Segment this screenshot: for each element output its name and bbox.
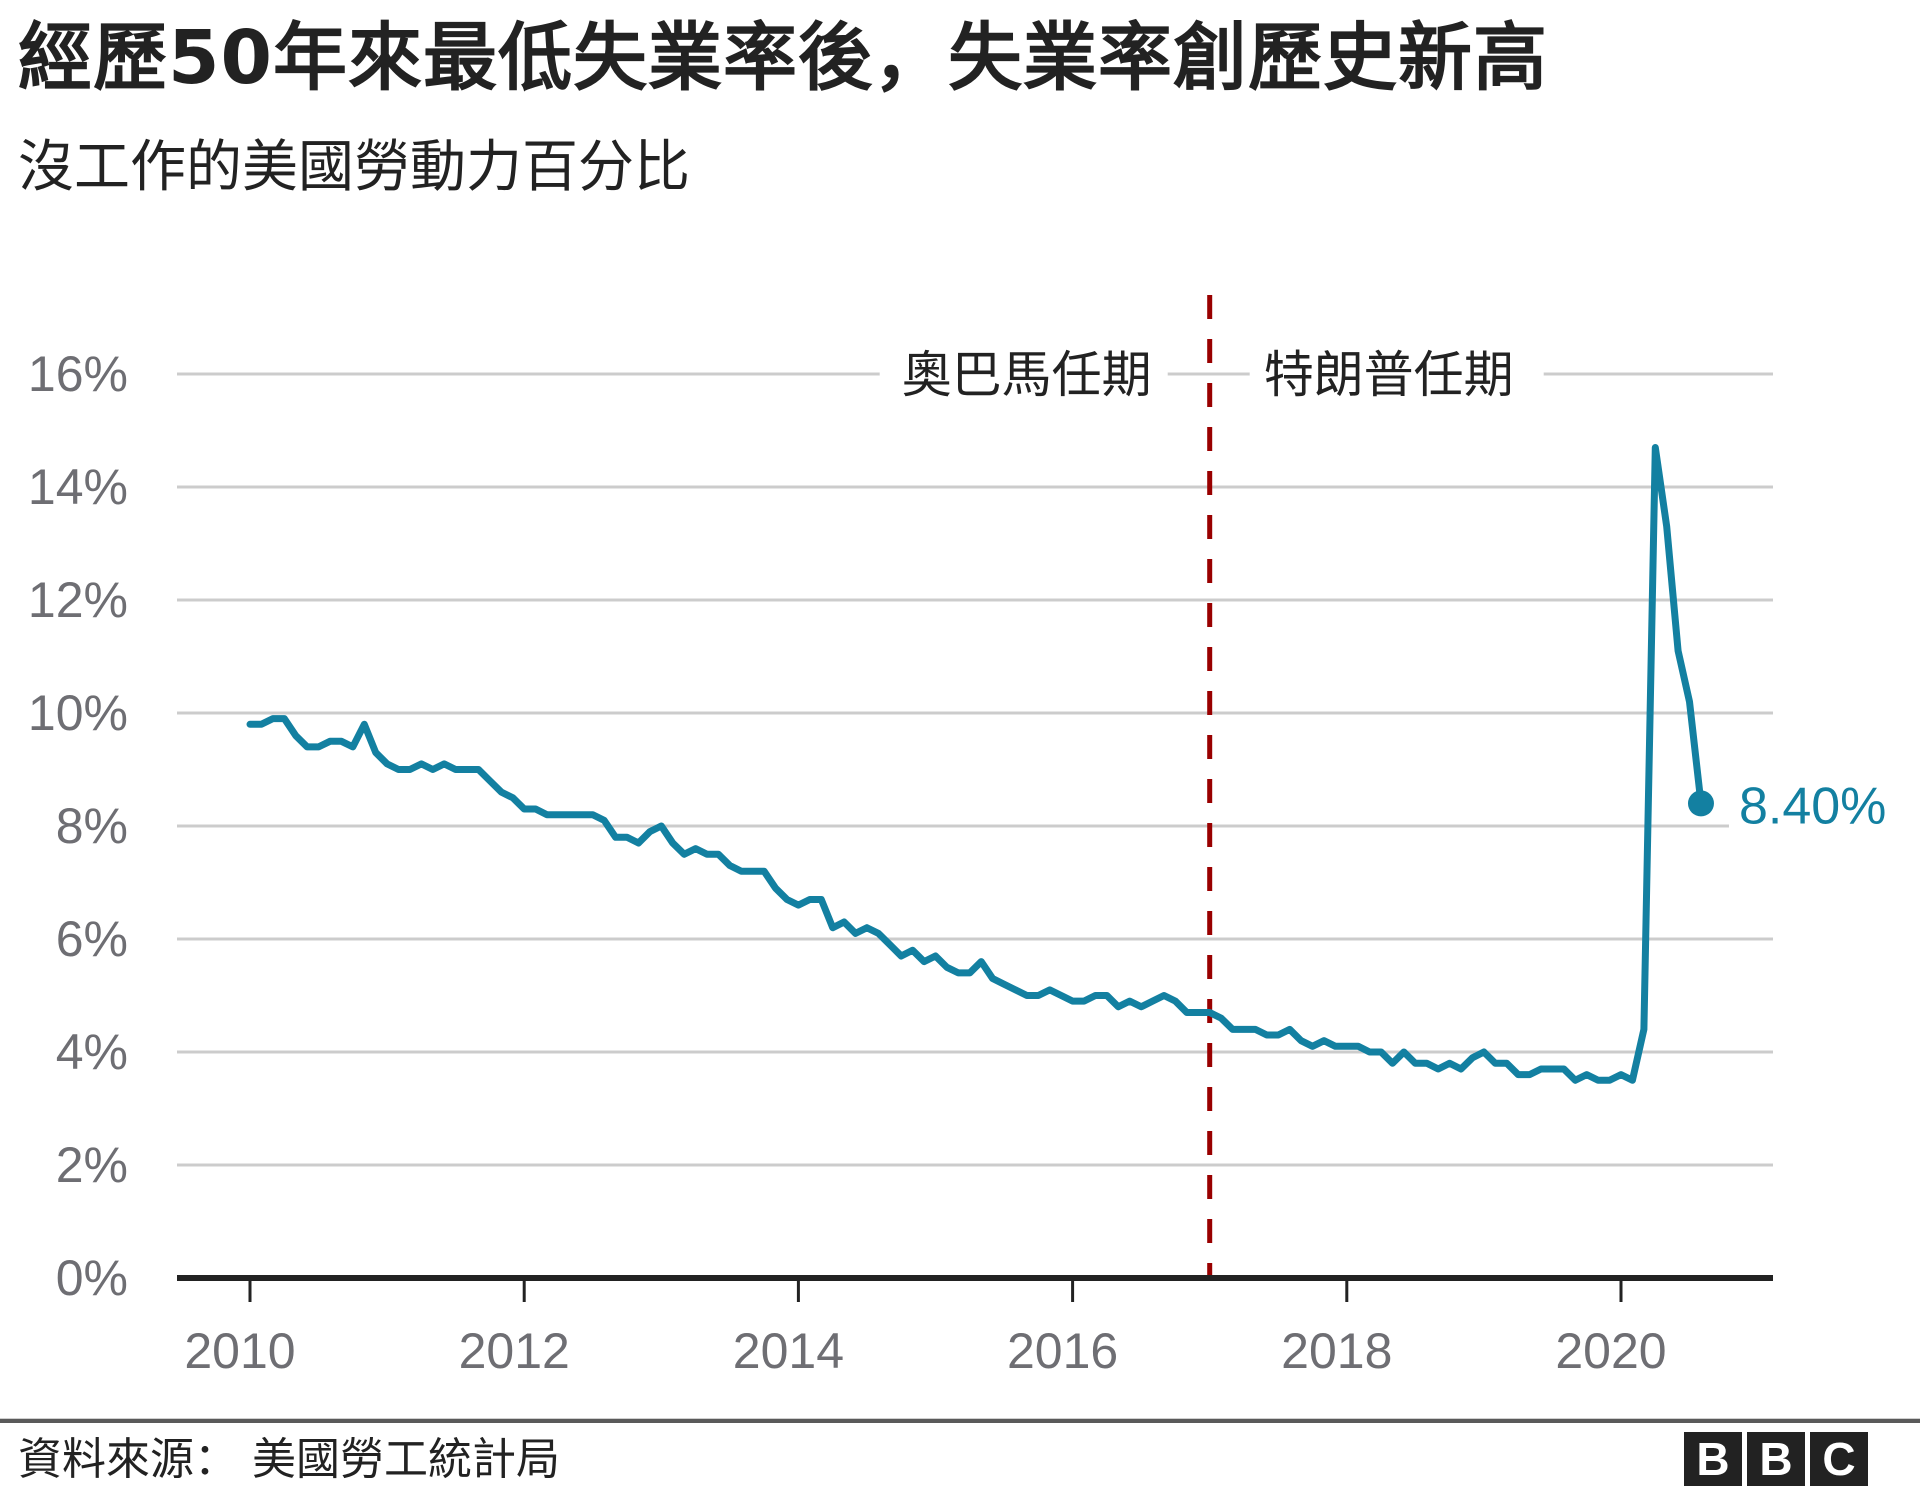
x-tick-label: 2012 (459, 1323, 570, 1379)
y-axis-labels: 0% 2% 4% 6% 8% 10% 12% 14% 16% (28, 346, 128, 1306)
bbc-logo-letter: B (1684, 1432, 1742, 1486)
source-note: 資料來源： 美國勞工統計局 (18, 1434, 560, 1485)
y-tick-label: 14% (28, 459, 128, 515)
x-tick-label: 2018 (1281, 1323, 1392, 1379)
bbc-logo-letter: B (1747, 1432, 1805, 1486)
y-tick-label: 8% (56, 798, 128, 854)
y-tick-label: 12% (28, 572, 128, 628)
footer-divider (0, 1418, 1920, 1423)
bbc-logo-letter: C (1810, 1432, 1868, 1486)
y-tick-label: 10% (28, 685, 128, 741)
y-tick-label: 6% (56, 911, 128, 967)
x-tick-label: 2010 (184, 1323, 295, 1379)
chart-title: 經歷50年來最低失業率後，失業率創歷史新高 (18, 15, 1548, 101)
y-tick-label: 0% (56, 1250, 128, 1306)
end-value-label: 8.40% (1739, 777, 1886, 835)
x-tick-label: 2014 (733, 1323, 844, 1379)
y-tick-label: 2% (56, 1137, 128, 1193)
obama-term-label: 奧巴馬任期 (902, 346, 1152, 404)
x-tick-label: 2020 (1555, 1323, 1666, 1379)
line-chart: 0%2%4%6%8%10%12%14%16% 2010 2012 2014 2016 2… (27, 295, 1887, 1379)
trump-term-label: 特朗普任期 (1264, 346, 1514, 404)
end-point-marker (1687, 790, 1714, 817)
unemployment-line (246, 444, 1705, 1084)
chart-subtitle: 沒工作的美國勞動力百分比 (18, 135, 690, 200)
bbc-logo: B B C (1684, 1432, 1868, 1486)
y-tick-label: 16% (28, 346, 128, 402)
x-tick-label: 2016 (1007, 1323, 1118, 1379)
period-labels: 奧巴馬任期 特朗普任期 (879, 340, 1544, 410)
y-tick-label: 4% (56, 1024, 128, 1080)
x-axis: 2010 2012 2014 2016 2018 2020 (177, 1275, 1773, 1379)
